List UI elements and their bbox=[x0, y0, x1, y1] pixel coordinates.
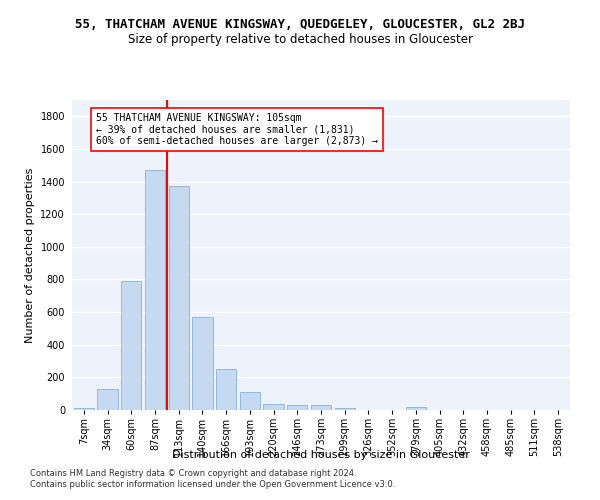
Bar bbox=[193, 317, 212, 410]
Bar bbox=[97, 389, 118, 410]
Text: Distribution of detached houses by size in Gloucester: Distribution of detached houses by size … bbox=[172, 450, 470, 460]
Bar bbox=[311, 405, 331, 410]
Bar bbox=[169, 186, 189, 410]
Text: 55, THATCHAM AVENUE KINGSWAY, QUEDGELEY, GLOUCESTER, GL2 2BJ: 55, THATCHAM AVENUE KINGSWAY, QUEDGELEY,… bbox=[75, 18, 525, 30]
Bar bbox=[335, 408, 355, 410]
Bar bbox=[406, 406, 426, 410]
Text: Contains HM Land Registry data © Crown copyright and database right 2024.: Contains HM Land Registry data © Crown c… bbox=[30, 468, 356, 477]
Bar bbox=[263, 404, 284, 410]
Bar bbox=[287, 405, 307, 410]
Bar bbox=[216, 369, 236, 410]
Text: Size of property relative to detached houses in Gloucester: Size of property relative to detached ho… bbox=[128, 32, 473, 46]
Bar bbox=[240, 392, 260, 410]
Y-axis label: Number of detached properties: Number of detached properties bbox=[25, 168, 35, 342]
Bar bbox=[74, 408, 94, 410]
Text: 55 THATCHAM AVENUE KINGSWAY: 105sqm
← 39% of detached houses are smaller (1,831): 55 THATCHAM AVENUE KINGSWAY: 105sqm ← 39… bbox=[96, 113, 378, 146]
Bar bbox=[121, 281, 142, 410]
Text: Contains public sector information licensed under the Open Government Licence v3: Contains public sector information licen… bbox=[30, 480, 395, 489]
Bar bbox=[145, 170, 165, 410]
